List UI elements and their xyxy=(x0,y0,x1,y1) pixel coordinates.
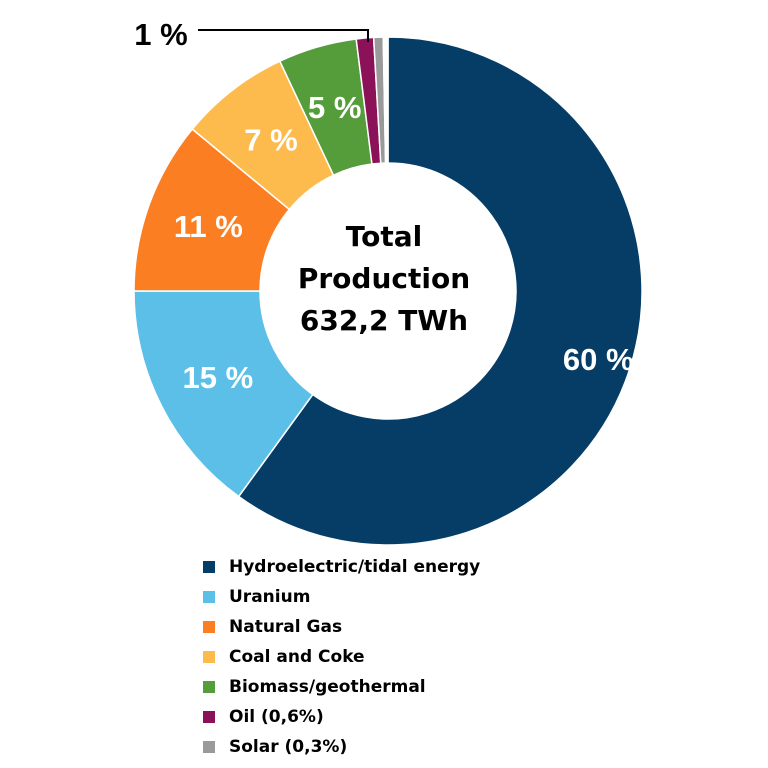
legend-swatch xyxy=(203,651,215,663)
legend-item: Coal and Coke xyxy=(203,642,523,672)
legend-label: Natural Gas xyxy=(229,617,343,637)
legend-label: Uranium xyxy=(229,587,311,607)
legend-label: Hydroelectric/tidal energy xyxy=(229,557,481,577)
legend-swatch xyxy=(203,561,215,573)
slice-data-label: 60 % xyxy=(563,342,634,377)
legend-label: Biomass/geothermal xyxy=(229,677,426,697)
legend-item: Hydroelectric/tidal energy xyxy=(203,552,523,582)
legend-swatch xyxy=(203,711,215,723)
callout-label: 1 % xyxy=(134,17,187,52)
legend-item: Natural Gas xyxy=(203,612,523,642)
slice-uranium xyxy=(133,290,314,498)
legend-swatch xyxy=(203,681,215,693)
legend-swatch xyxy=(203,621,215,633)
legend-label: Coal and Coke xyxy=(229,647,365,667)
legend-label: Oil (0,6%) xyxy=(229,707,324,727)
legend-label: Solar (0,3%) xyxy=(229,737,348,757)
legend-item: Biomass/geothermal xyxy=(203,672,523,702)
legend-item: Uranium xyxy=(203,582,523,612)
slice-other xyxy=(382,36,389,164)
slice-data-label: 5 % xyxy=(308,90,361,125)
slice-data-label: 11 % xyxy=(174,209,243,244)
slice-data-label: 15 % xyxy=(182,360,253,395)
legend-swatch xyxy=(203,591,215,603)
center-total-text: 632,2 TWh xyxy=(300,304,468,337)
slice-data-label: 7 % xyxy=(244,123,297,158)
chart-legend: Hydroelectric/tidal energy Uranium Natural… xyxy=(203,552,523,762)
center-total-text: Total xyxy=(346,220,423,253)
legend-item: Oil (0,6%) xyxy=(203,702,523,732)
center-total-text: Production xyxy=(298,262,470,295)
legend-item: Solar (0,3%) xyxy=(203,732,523,762)
slice-hydroelectric xyxy=(237,36,643,546)
legend-swatch xyxy=(203,741,215,753)
callout-leader-line xyxy=(198,29,369,42)
